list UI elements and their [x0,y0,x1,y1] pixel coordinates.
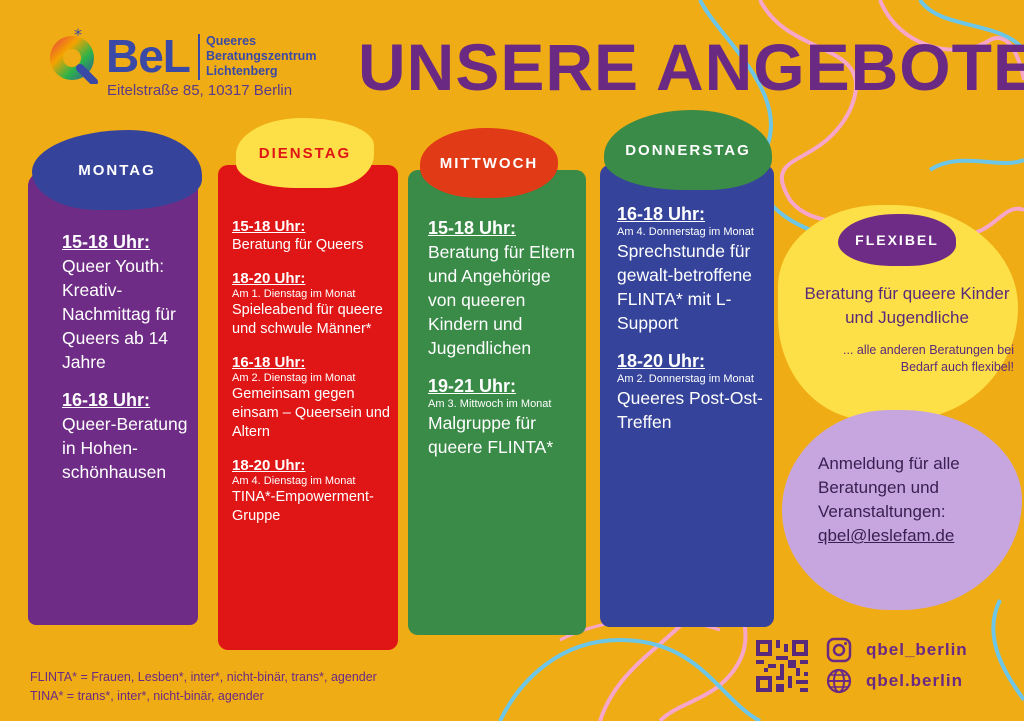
offer-text: Queeres Post-Ost-Treffen [617,388,763,432]
offer-note: Am 2. Donnerstag im Monat [617,373,754,385]
footnote-flinta: FLINTA* = Frauen, Lesben*, inter*, nicht… [30,670,377,684]
offer-item: 18-20 Uhr: Am 4. Dienstag im Monat TINA*… [232,456,394,526]
logo-q-mark: * [50,28,98,84]
logo-organization-name: Queeres Beratungszentrum Lichtenberg [206,34,317,78]
offer-time: 15-18 Uhr: [62,232,151,252]
offer-time: 16-18 Uhr: [62,390,151,410]
mittwoch-offers: 15-18 Uhr: Beratung für Eltern und Angeh… [428,216,583,473]
flexibel-label: FLEXIBEL [838,214,956,266]
logo: * BeL Queeres Beratungszentrum Lichtenbe… [44,22,344,102]
offer-item: 16-18 Uhr: Queer-Beratung in Hohen-schön… [62,388,192,484]
qr-code [756,640,808,692]
offer-time: 18-20 Uhr: [232,457,306,474]
day-label-mittwoch: MITTWOCH [420,128,558,198]
offer-text: Queer Youth: Kreativ-Nachmittag für Quee… [62,256,176,372]
offer-time: 16-18 Uhr: [232,354,306,371]
offer-text: Queer-Beratung in Hohen-schönhausen [62,414,188,482]
offer-time: 16-18 Uhr: [617,204,706,224]
offer-item: 16-18 Uhr: Am 4. Donnerstag im Monat Spr… [617,202,767,335]
offer-text: Gemeinsam gegen einsam – Queersein und A… [232,386,390,440]
column-donnerstag [600,165,774,627]
dienstag-offers: 15-18 Uhr: Beratung für Queers 18-20 Uhr… [232,217,394,540]
website-url: qbel.berlin [866,671,963,690]
offer-note: Am 2. Dienstag im Monat [232,372,356,384]
offer-item: 15-18 Uhr: Queer Youth: Kreativ-Nachmitt… [62,230,192,374]
offer-item: 18-20 Uhr: Am 2. Donnerstag im Monat Que… [617,349,767,434]
logo-divider [198,34,200,80]
social-instagram[interactable]: qbel_berlin [826,637,968,663]
day-label-donnerstag: DONNERSTAG [604,110,772,190]
offer-item: 19-21 Uhr: Am 3. Mittwoch im Monat Malgr… [428,374,583,459]
page-title: UNSERE ANGEBOTE [358,30,1024,104]
registration-email-link[interactable]: qbel@leslefam.de [818,526,955,545]
footnotes: FLINTA* = Frauen, Lesben*, inter*, nicht… [30,668,377,706]
column-montag [28,172,198,625]
offer-item: 18-20 Uhr: Am 1. Dienstag im Monat Spiel… [232,269,394,339]
offer-text: TINA*-Empowerment-Gruppe [232,489,374,524]
social-website[interactable]: qbel.berlin [826,668,963,694]
offer-text: Sprechstunde für gewalt-betroffene FLINT… [617,241,752,333]
day-label-montag: MONTAG [32,130,202,210]
offer-time: 18-20 Uhr: [232,270,306,287]
logo-wordmark: BeL [106,30,191,82]
offer-item: 15-18 Uhr: Beratung für Queers [232,217,394,255]
offer-item: 15-18 Uhr: Beratung für Eltern und Angeh… [428,216,583,360]
offer-time: 18-20 Uhr: [617,351,706,371]
offer-text: Beratung für Queers [232,237,364,253]
column-mittwoch [408,170,586,635]
instagram-icon [826,637,852,663]
montag-offers: 15-18 Uhr: Queer Youth: Kreativ-Nachmitt… [62,230,192,498]
offer-note: Am 3. Mittwoch im Monat [428,398,552,410]
footnote-tina: TINA* = trans*, inter*, nicht-binär, age… [30,689,264,703]
globe-icon [826,668,852,694]
offer-time: 15-18 Uhr: [428,218,517,238]
flexibel-text: Beratung für queere Kinder und Jugendlic… [804,284,1010,327]
offer-time: 19-21 Uhr: [428,376,517,396]
offer-note: Am 1. Dienstag im Monat [232,288,356,300]
registration-panel [782,410,1022,610]
svg-text:*: * [74,28,82,44]
donnerstag-offers: 16-18 Uhr: Am 4. Donnerstag im Monat Spr… [617,202,767,448]
offer-note: Am 4. Dienstag im Monat [232,475,356,487]
offer-time: 15-18 Uhr: [232,218,306,235]
offer-item: 16-18 Uhr: Am 2. Dienstag im Monat Gemei… [232,353,394,442]
registration-text: Anmeldung für alle Beratungen und Verans… [818,454,960,521]
address: Eitelstraße 85, 10317 Berlin [107,82,293,99]
registration-info: Anmeldung für alle Beratungen und Verans… [818,452,1008,548]
offer-note: Am 4. Donnerstag im Monat [617,226,754,238]
instagram-handle: qbel_berlin [866,640,968,659]
day-label-dienstag: DIENSTAG [236,118,374,188]
offer-text: Spieleabend für queere und schwule Männe… [232,302,383,337]
offer-text: Beratung für Eltern und Angehörige von q… [428,242,575,358]
offer-text: Malgruppe für queere FLINTA* [428,413,554,457]
flexibel-note: ... alle anderen Beratungen bei Bedarf a… [843,343,1014,374]
column-dienstag [218,165,398,650]
